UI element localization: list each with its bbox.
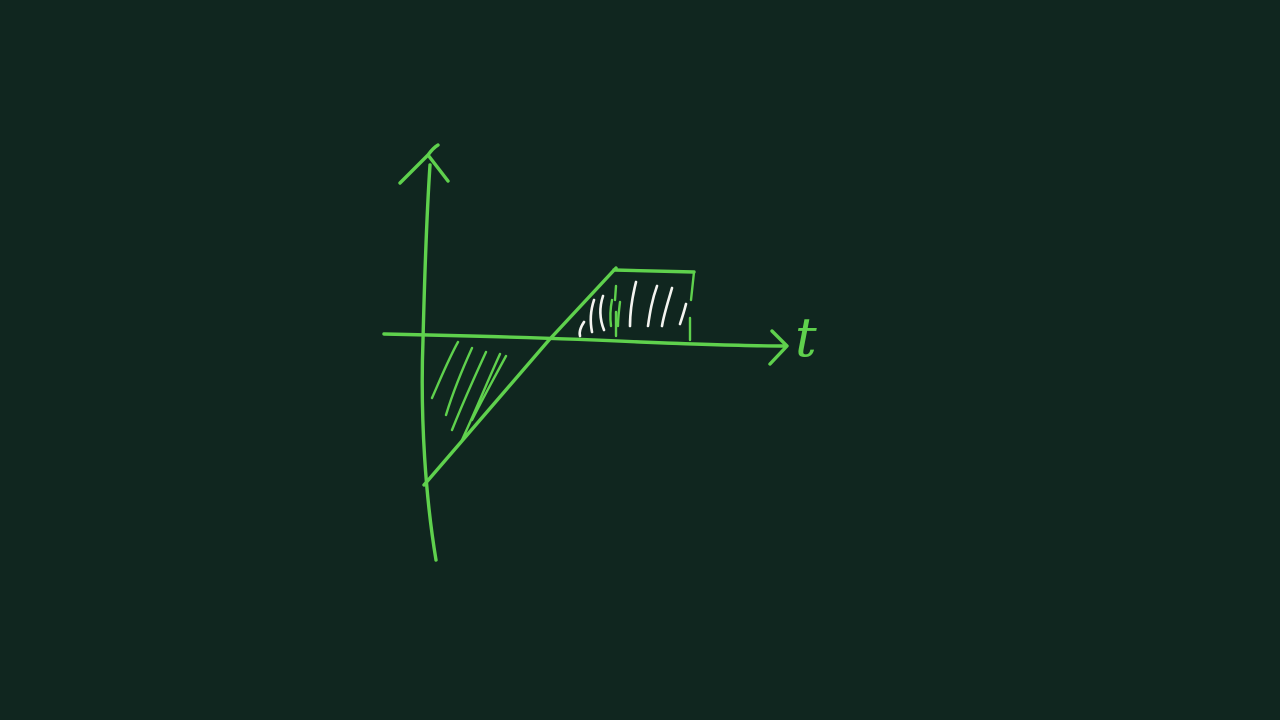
plateau-green-ticks xyxy=(609,298,622,328)
horizontal-axis xyxy=(382,332,788,348)
plateau-right-edge xyxy=(688,270,696,342)
positive-area-hatching xyxy=(578,280,688,338)
plateau-top-line xyxy=(612,268,696,274)
negative-area-hatching xyxy=(430,340,508,442)
plateau-left-edge xyxy=(613,284,618,338)
vertical-axis xyxy=(420,163,438,562)
horizontal-axis-arrowhead xyxy=(768,329,789,366)
ramp-line xyxy=(422,266,618,487)
vertical-axis-arrowhead xyxy=(398,143,450,185)
t-axis-label: t xyxy=(795,306,817,369)
